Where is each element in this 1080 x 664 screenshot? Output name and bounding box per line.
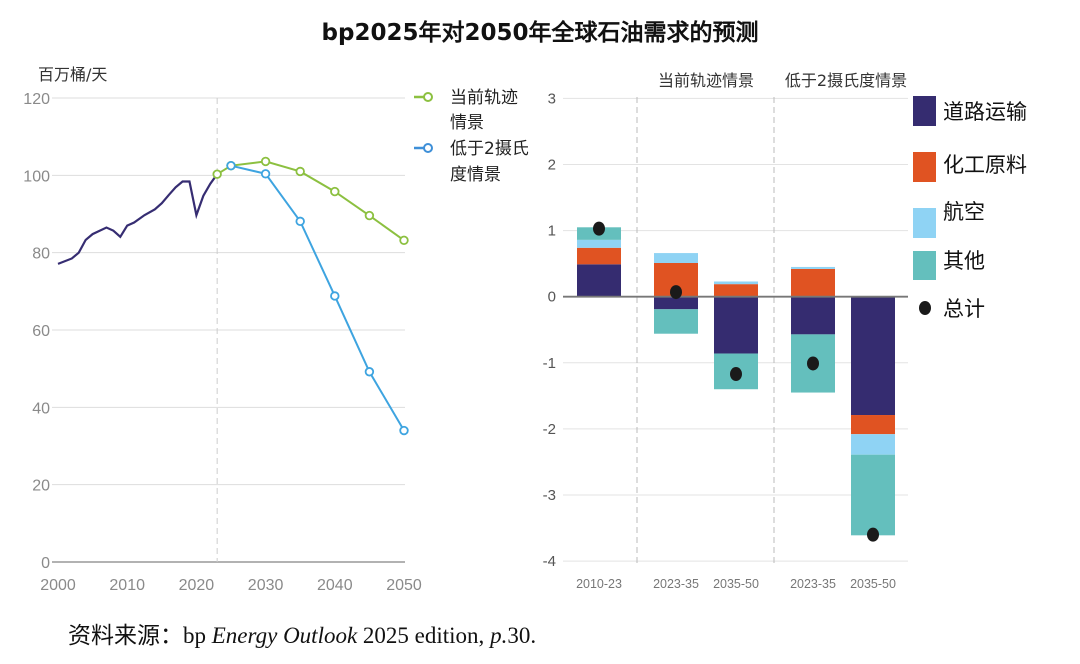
series-1-point bbox=[364, 367, 375, 377]
series-0-point bbox=[295, 166, 305, 177]
group-label-current: 当前轨迹情景 bbox=[658, 71, 754, 90]
y-tick-label: 60 bbox=[32, 323, 50, 340]
left-legend: 当前轨迹 情景 低于2摄氏 度情景 bbox=[414, 88, 529, 185]
bar-segment bbox=[851, 415, 895, 435]
series-0-point bbox=[399, 235, 409, 245]
total-marker bbox=[730, 367, 742, 382]
bar-segment bbox=[577, 239, 621, 248]
bar-segment bbox=[851, 454, 895, 536]
legend-current-marker bbox=[423, 92, 433, 102]
x-category-label: 2035-50 bbox=[850, 577, 896, 591]
y-tick-label: 120 bbox=[23, 91, 50, 108]
total-marker bbox=[593, 221, 605, 236]
series-line-0 bbox=[216, 160, 405, 242]
x-tick-label: 2040 bbox=[317, 577, 353, 594]
legend-marker-total bbox=[919, 301, 931, 315]
x-tick-label: 2020 bbox=[179, 577, 215, 594]
legend-label-total: 总计 bbox=[943, 297, 985, 321]
chart-title: bp2025年对2050年全球石油需求的预测 bbox=[322, 19, 759, 46]
legend-swatch-other bbox=[913, 251, 936, 280]
bar-segment bbox=[577, 247, 621, 265]
y-tick-label: 2 bbox=[548, 157, 556, 174]
bar-segment bbox=[577, 264, 621, 297]
y-tick-label: -2 bbox=[543, 421, 556, 438]
y-tick-label: -1 bbox=[543, 355, 556, 372]
bar-segment bbox=[851, 434, 895, 455]
x-tick-label: 2010 bbox=[109, 577, 145, 594]
bar-segment bbox=[654, 296, 698, 310]
legend-current-label-2: 情景 bbox=[450, 113, 484, 133]
y-tick-label: -4 bbox=[543, 553, 556, 570]
history-line bbox=[57, 173, 219, 265]
series-1-point bbox=[399, 425, 409, 436]
legend-below2-label-1: 低于2摄氏 bbox=[450, 139, 529, 159]
series-1-point bbox=[330, 291, 340, 301]
bar-segment bbox=[714, 296, 758, 354]
legend-swatch-aviation bbox=[913, 208, 936, 238]
legend-label-aviation: 航空 bbox=[943, 200, 985, 224]
right-legend: 道路运输 化工原料 航空 其他 总计 bbox=[913, 96, 1027, 321]
source-page-prefix: p. bbox=[490, 623, 508, 648]
series-line-1 bbox=[230, 164, 405, 432]
total-marker bbox=[807, 356, 819, 371]
y-tick-label: 0 bbox=[41, 555, 50, 572]
y-tick-label: 20 bbox=[32, 478, 50, 495]
series-1-point bbox=[295, 216, 305, 227]
y-tick-label: 1 bbox=[548, 223, 556, 240]
x-tick-label: 2000 bbox=[40, 577, 76, 594]
y-tick-label: 0 bbox=[548, 289, 556, 306]
legend-below2-marker bbox=[423, 143, 433, 153]
series-0-point bbox=[364, 210, 375, 221]
source-page: 30. bbox=[507, 623, 537, 648]
source-note: 资料来源：bp Energy Outlook 2025 edition, p.3… bbox=[68, 616, 536, 650]
bar-segment bbox=[791, 296, 835, 335]
y-tick-label: 100 bbox=[23, 168, 50, 185]
source-prefix: 资料来源：bp bbox=[68, 623, 212, 648]
bar-segment bbox=[654, 309, 698, 334]
legend-label-road: 道路运输 bbox=[943, 100, 1027, 124]
right-bar-chart: 3 2 1 0 -1 -2 -3 -4 2010-23 2023-35 2035-50 2023-35… bbox=[543, 90, 908, 591]
bar-segment bbox=[791, 268, 835, 297]
series-0-point bbox=[260, 156, 271, 167]
legend-label-other: 其他 bbox=[943, 249, 985, 273]
y-tick-label: 40 bbox=[32, 400, 50, 417]
legend-below2-label-2: 度情景 bbox=[450, 165, 501, 185]
total-marker bbox=[867, 527, 879, 542]
legend-swatch-road bbox=[913, 96, 936, 126]
legend-current-label-1: 当前轨迹 bbox=[450, 88, 518, 108]
bar-segment bbox=[654, 253, 698, 263]
legend-label-petchem: 化工原料 bbox=[943, 153, 1027, 177]
x-tick-label: 2030 bbox=[248, 577, 284, 594]
y-tick-label: 80 bbox=[32, 246, 50, 263]
series-0-point bbox=[330, 186, 340, 197]
bar-segment bbox=[714, 281, 758, 285]
group-label-below2: 低于2摄氏度情景 bbox=[785, 71, 907, 90]
x-category-label: 2010-23 bbox=[576, 577, 622, 591]
bar-segment bbox=[714, 284, 758, 297]
total-marker bbox=[670, 285, 682, 300]
legend-swatch-petchem bbox=[913, 152, 936, 182]
y-tick-label: 3 bbox=[548, 90, 556, 107]
x-tick-label: 2050 bbox=[386, 577, 422, 594]
series-1-point bbox=[260, 169, 271, 179]
left-y-axis-label: 百万桶/天 bbox=[38, 65, 107, 84]
x-category-label: 2035-50 bbox=[713, 577, 759, 591]
bar-segment bbox=[851, 296, 895, 416]
bar-segment bbox=[791, 266, 835, 269]
source-title: Energy Outlook bbox=[211, 623, 358, 648]
y-tick-label: -3 bbox=[543, 487, 556, 504]
series-1-point bbox=[226, 160, 236, 171]
source-edition: 2025 edition, bbox=[357, 623, 491, 648]
series-0-point bbox=[212, 169, 222, 179]
x-category-label: 2023-35 bbox=[790, 577, 836, 591]
x-category-label: 2023-35 bbox=[653, 577, 699, 591]
